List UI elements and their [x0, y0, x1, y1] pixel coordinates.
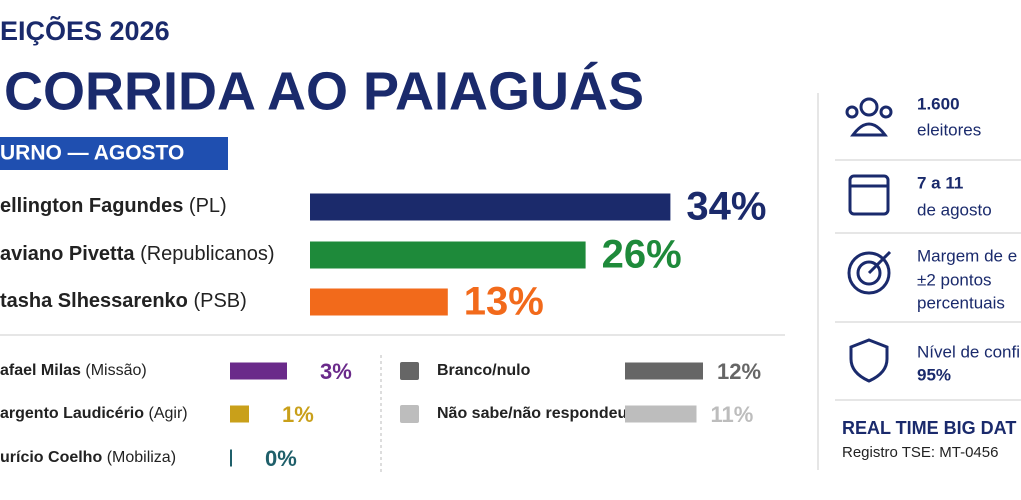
value-label: 0%	[265, 446, 297, 471]
value-label: 26%	[602, 233, 682, 277]
value-label: 1%	[282, 402, 314, 427]
title: CORRIDA AO PAIAGUÁS	[4, 61, 644, 121]
category-label: tasha Slhessarenko (PSB)	[0, 290, 247, 312]
bar	[230, 362, 287, 380]
value-label: 11%	[711, 402, 754, 427]
stat-line: 7 a 11	[917, 173, 963, 192]
category-label: aviano Pivetta (Republicanos)	[0, 243, 275, 265]
stat-line: de agosto	[917, 200, 992, 219]
stat-line: percentuais	[917, 293, 1005, 312]
banner-bg	[0, 137, 228, 170]
name: aviano Pivetta	[0, 243, 135, 265]
bar	[625, 362, 703, 380]
registry: Registro TSE: MT-0456	[842, 444, 998, 461]
bar	[230, 449, 232, 467]
legend-swatch	[400, 362, 419, 380]
value-label: 13%	[464, 280, 544, 324]
bar	[625, 405, 697, 423]
party: (PSB)	[193, 290, 246, 312]
bar	[310, 288, 448, 316]
stat-line: ±2 pontos	[917, 270, 992, 289]
banner: URNO — AGOSTO	[0, 142, 184, 165]
name: ellington Fagundes	[0, 195, 183, 217]
category-label: urício Coelho (Mobiliza)	[0, 449, 176, 466]
legend-swatch	[400, 405, 419, 423]
stat-line: 95%	[917, 365, 951, 384]
value-label: 34%	[686, 185, 766, 229]
name: afael Milas	[0, 362, 81, 379]
category-label: Branco/nulo	[437, 362, 531, 379]
name: urício Coelho	[0, 449, 102, 466]
name: tasha Slhessarenko	[0, 290, 188, 312]
brand: REAL TIME BIG DAT	[842, 418, 1016, 438]
party: (PL)	[189, 195, 227, 217]
party: (Mobiliza)	[107, 449, 176, 466]
party: (Republicanos)	[140, 243, 275, 265]
bar	[310, 193, 671, 221]
name: argento Laudicério	[0, 405, 144, 422]
party: (Missão)	[85, 362, 146, 379]
value-label: 3%	[320, 359, 352, 384]
name: Não sabe/não respondeu	[437, 405, 627, 422]
stat-line: Nível de confi	[917, 342, 1020, 361]
category-label: ellington Fagundes (PL)	[0, 195, 227, 217]
bar	[230, 405, 249, 423]
stat-line: Margem de e	[917, 246, 1017, 265]
stat-line: 1.600	[917, 94, 960, 113]
party: (Agir)	[148, 405, 187, 422]
category-label: argento Laudicério (Agir)	[0, 405, 188, 422]
bar	[310, 241, 586, 269]
value-label: 12%	[717, 359, 761, 384]
category-label: afael Milas (Missão)	[0, 362, 147, 379]
stat-line: eleitores	[917, 120, 981, 139]
icons	[845, 97, 893, 383]
name: Branco/nulo	[437, 362, 531, 379]
kicker: EIÇÕES 2026	[0, 15, 170, 46]
category-label: Não sabe/não respondeu	[437, 405, 627, 422]
